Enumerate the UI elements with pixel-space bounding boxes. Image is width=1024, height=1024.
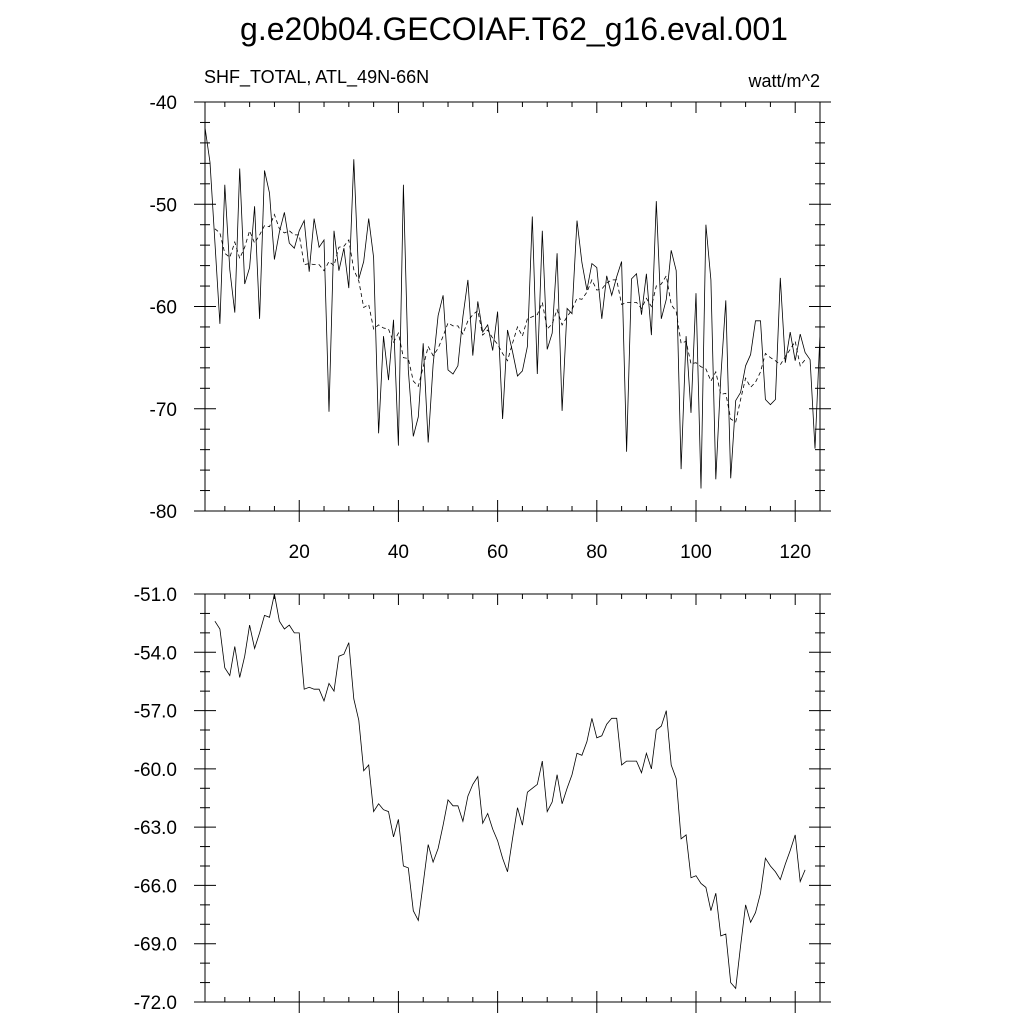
- bottom-y-tick-label: -60.0: [134, 760, 177, 781]
- top-y-tick-label: -40: [150, 93, 177, 114]
- bottom-y-tick-label: -66.0: [134, 876, 177, 897]
- top-x-tick-label: 120: [779, 542, 811, 563]
- top-panel-axes: 20 40 60 80 100 120 -80 -70 -60 -50 -40: [150, 93, 831, 563]
- top-panel-left-label: SHF_TOTAL, ATL_49N-66N: [204, 67, 429, 88]
- bottom-y-tick-label: -63.0: [134, 818, 177, 839]
- top-y-tick-label: -70: [150, 400, 177, 421]
- bottom-panel-axes: -72.0 -69.0 -66.0 -63.0 -60.0 -57.0 -54.0 -51.0: [134, 585, 831, 1014]
- bottom-panel-series: [214, 593, 806, 990]
- bottom-y-tick-label: -57.0: [134, 702, 177, 723]
- top-series-line-dashed: [214, 213, 806, 423]
- top-x-tick-label: 40: [388, 542, 409, 563]
- bottom-y-tick-label: -54.0: [134, 643, 177, 664]
- bottom-y-tick-label: -72.0: [134, 993, 177, 1014]
- top-x-tick-label: 60: [487, 542, 508, 563]
- top-panel-right-label: watt/m^2: [748, 71, 820, 91]
- top-x-tick-label: 80: [586, 542, 607, 563]
- bottom-panel-frame: [204, 593, 821, 1003]
- chart-title: g.e20b04.GECOIAF.T62_g16.eval.001: [240, 11, 788, 47]
- bottom-y-tick-label: -69.0: [134, 935, 177, 956]
- bottom-series-line-solid: [214, 593, 806, 990]
- bottom-y-tick-label: -51.0: [134, 585, 177, 606]
- top-panel: SHF_TOTAL, ATL_49N-66N watt/m^2 20 40 60 80…: [150, 67, 831, 563]
- bottom-panel: -72.0 -69.0 -66.0 -63.0 -60.0 -57.0 -54.0 -51.0: [134, 585, 831, 1014]
- top-y-tick-label: -60: [150, 298, 177, 319]
- top-x-tick-label: 20: [289, 542, 310, 563]
- top-panel-series: [204, 127, 821, 489]
- top-y-tick-label: -50: [150, 195, 177, 216]
- top-y-tick-label: -80: [150, 502, 177, 523]
- top-series-line-solid: [204, 127, 821, 489]
- top-panel-frame: [204, 101, 821, 512]
- top-x-tick-label: 100: [680, 542, 712, 563]
